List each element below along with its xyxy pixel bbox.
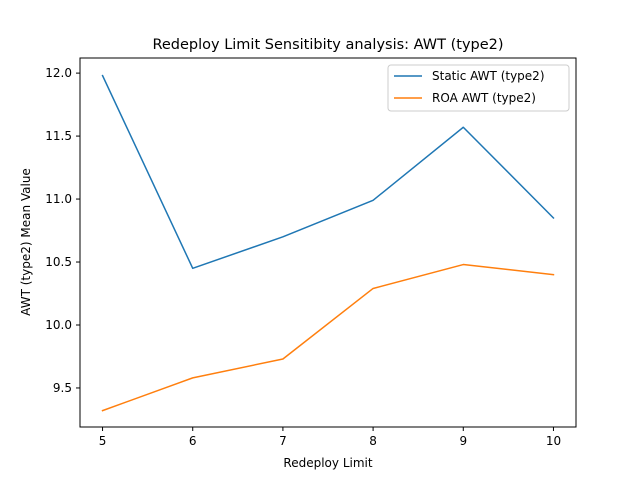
x-axis-ticks: 5 6 7 8 9 10 xyxy=(99,427,561,448)
y-axis-ticks: 9.5 10.0 10.5 11.0 11.5 12.0 xyxy=(45,66,80,395)
x-tick-label-0: 5 xyxy=(99,434,107,448)
y-tick-label-5: 12.0 xyxy=(45,66,72,80)
y-tick-label-2: 10.5 xyxy=(45,255,72,269)
y-tick-label-3: 11.0 xyxy=(45,192,72,206)
y-tick-label-1: 10.0 xyxy=(45,318,72,332)
plot-frame xyxy=(79,57,577,428)
series-layer xyxy=(101,74,555,412)
y-axis-label: AWT (type2) Mean Value xyxy=(19,168,33,316)
y-tick-label-4: 11.5 xyxy=(45,129,72,143)
legend-label-roa: ROA AWT (type2) xyxy=(432,91,536,105)
x-tick-label-2: 7 xyxy=(279,434,287,448)
y-tick-label-0: 9.5 xyxy=(53,381,72,395)
series-line-1 xyxy=(101,263,555,412)
legend-label-static: Static AWT (type2) xyxy=(432,69,545,83)
series-line-0 xyxy=(101,74,555,270)
legend: Static AWT (type2) ROA AWT (type2) xyxy=(387,64,570,112)
chart-title: Redeploy Limit Sensitibity analysis: AWT… xyxy=(152,37,503,53)
legend-box xyxy=(387,64,570,112)
x-tick-label-4: 9 xyxy=(459,434,467,448)
x-tick-label-5: 10 xyxy=(546,434,561,448)
x-tick-label-3: 8 xyxy=(369,434,377,448)
x-axis-label: Redeploy Limit xyxy=(283,456,372,470)
x-tick-label-1: 6 xyxy=(189,434,197,448)
